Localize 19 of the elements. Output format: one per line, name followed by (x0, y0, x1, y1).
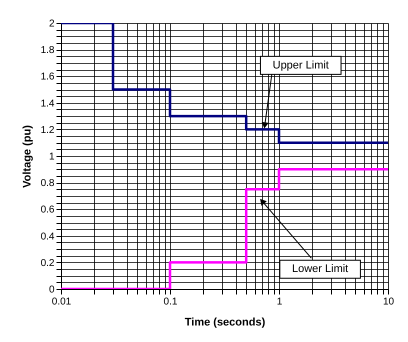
x-tick-label: 1 (276, 296, 283, 308)
x-axis-title: Time (seconds) (184, 316, 266, 328)
y-tick-label: 0.6 (40, 204, 55, 216)
y-tick-label: 1.4 (40, 98, 55, 110)
y-tick-label: 0 (48, 284, 55, 296)
y-tick-label: 0.8 (40, 178, 55, 190)
annotation: Upper Limit (272, 59, 329, 72)
y-tick-label: 0.4 (40, 231, 55, 242)
annotation: Lower Limit (292, 263, 348, 276)
x-tick-label: 0.01 (52, 296, 72, 308)
y-axis-title: Voltage (pu) (22, 124, 34, 188)
x-tick-label: 0.1 (164, 296, 178, 308)
y-tick-label: 1.2 (40, 124, 55, 136)
y-tick-label: 1.6 (40, 72, 55, 83)
y-tick-label: 1.8 (40, 45, 55, 56)
y-tick-label: 0.2 (40, 258, 55, 269)
y-tick-label: 2 (48, 18, 55, 30)
y-tick-label: 1 (48, 152, 55, 162)
x-tick-label: 10 (382, 296, 394, 308)
